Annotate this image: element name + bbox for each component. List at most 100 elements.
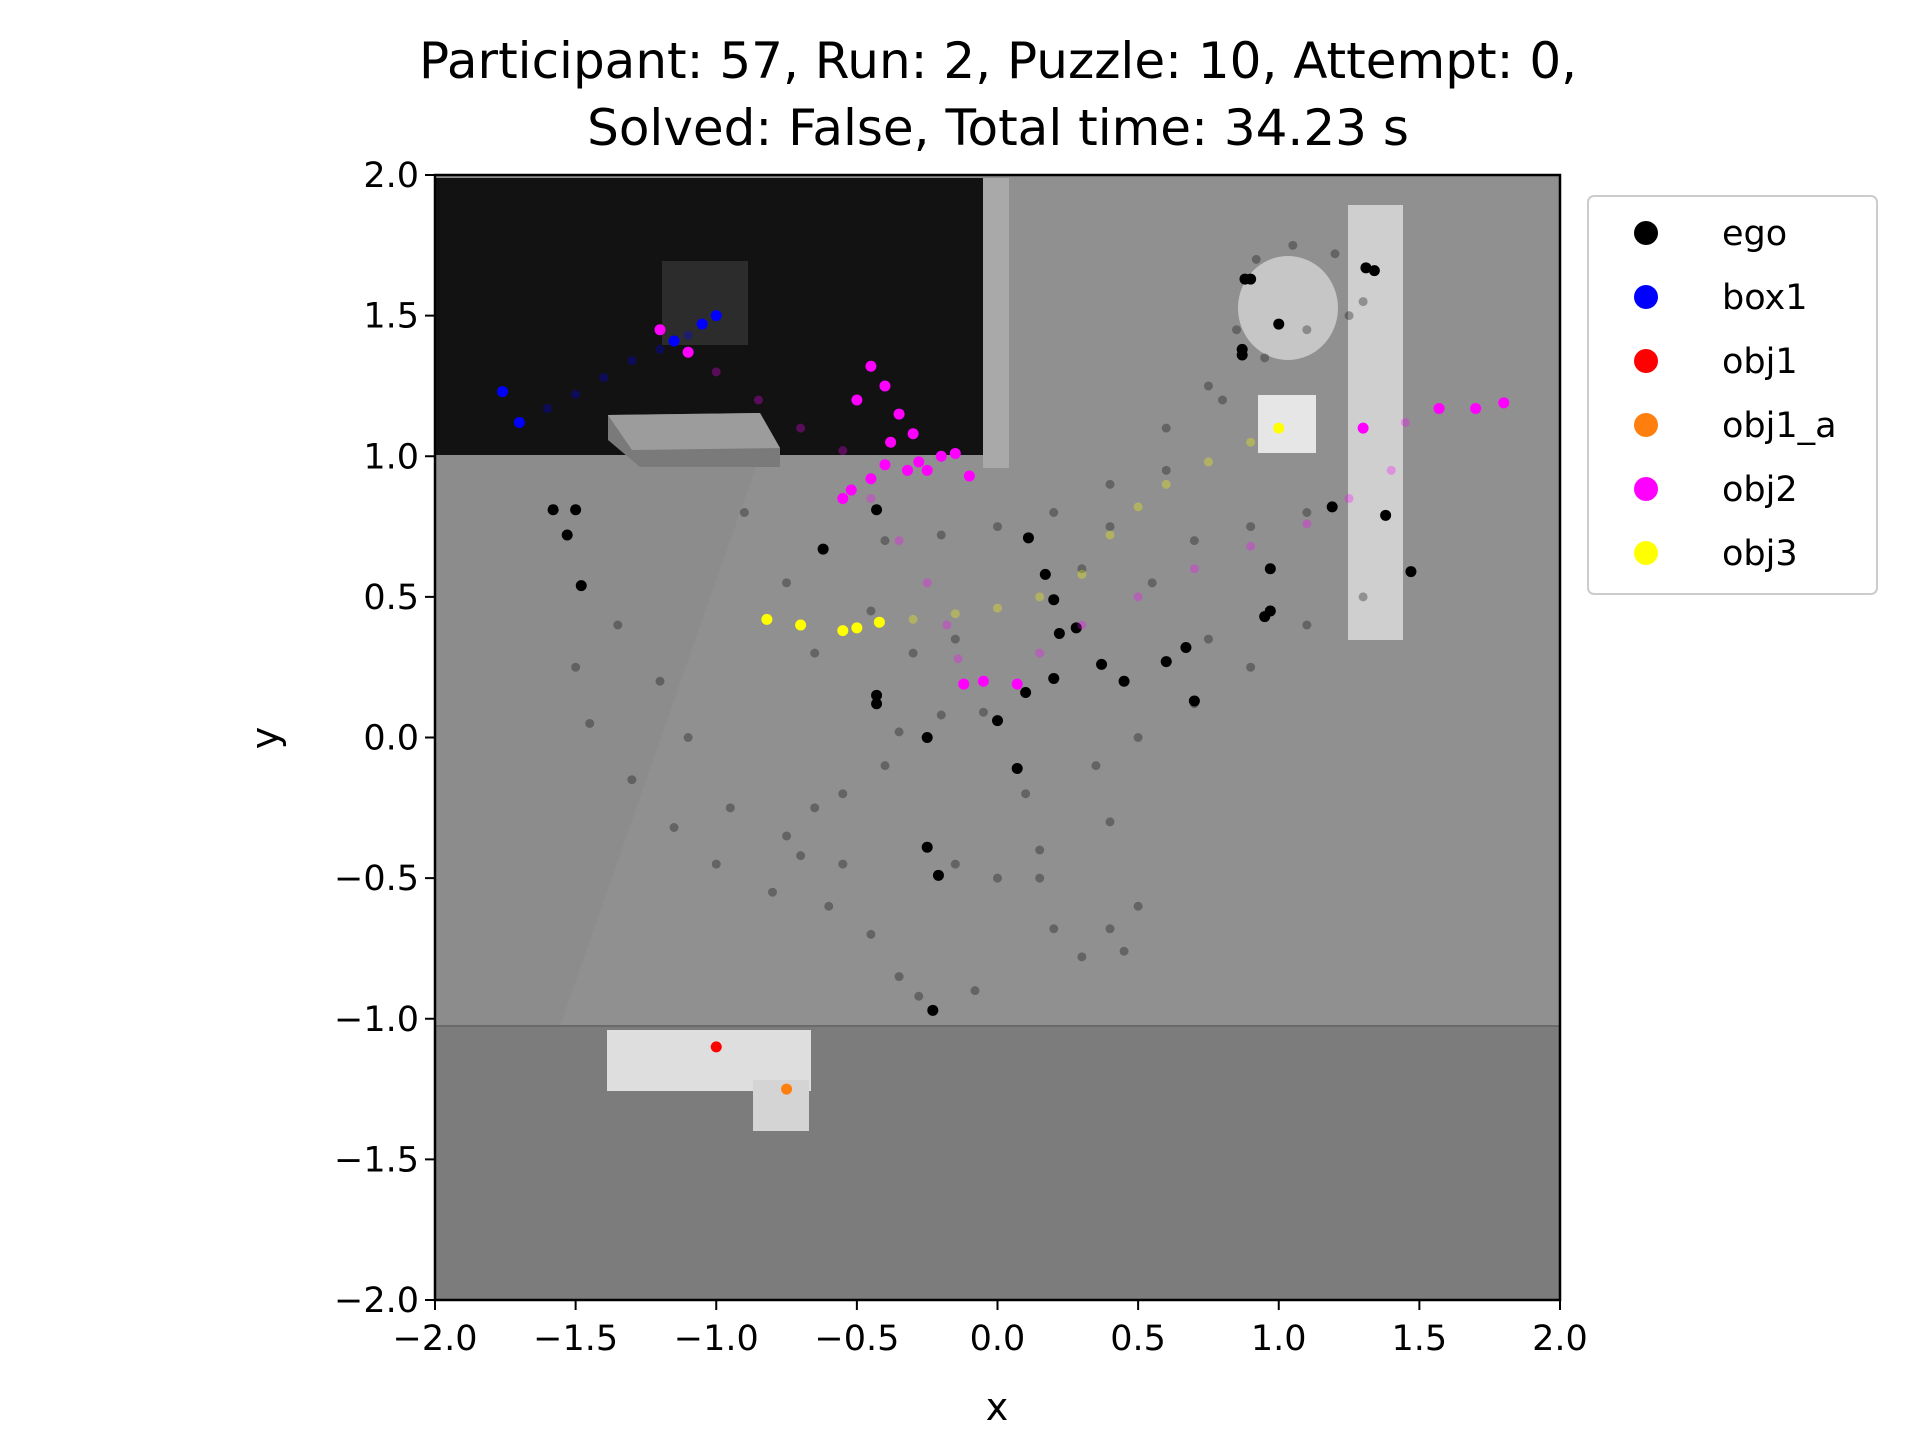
ego-point xyxy=(1022,532,1034,544)
obj2-point xyxy=(977,675,989,687)
ego-point xyxy=(1096,658,1108,670)
obj2-trail-point xyxy=(1246,541,1256,551)
obj2-point xyxy=(958,678,970,690)
obj3-trail-point xyxy=(950,609,960,619)
box1-point xyxy=(497,386,508,398)
ego-point xyxy=(1070,622,1082,634)
ego-trail-point xyxy=(1189,536,1199,546)
ego-trail-point xyxy=(1077,952,1087,962)
ego-trail-point xyxy=(782,831,792,841)
obj2-trail-point xyxy=(1133,592,1143,602)
obj2-point xyxy=(1011,678,1023,690)
obj3-trail-point xyxy=(908,614,918,624)
obj2-point xyxy=(682,346,694,358)
obj3-point xyxy=(851,622,863,634)
ego-point xyxy=(871,698,883,710)
obj2-point xyxy=(902,464,913,476)
obj2-trail-point xyxy=(1386,465,1396,475)
x-tick-label: −1.0 xyxy=(674,1319,759,1359)
ego-trail-point xyxy=(824,901,834,911)
ego-point xyxy=(921,732,933,743)
obj2-point xyxy=(865,473,877,485)
ego-trail-point xyxy=(1105,817,1115,827)
ego-point xyxy=(1188,695,1200,707)
ego-trail-point xyxy=(866,929,876,939)
ego-trail-point xyxy=(1105,522,1115,532)
x-tick-label: 0.0 xyxy=(970,1319,1026,1359)
ego-trail-point xyxy=(1232,325,1242,335)
legend-marker-ego xyxy=(1634,221,1658,245)
obj2-trail-point xyxy=(1035,648,1045,658)
obj3-trail-point xyxy=(1133,502,1143,512)
ego-trail-point xyxy=(1049,924,1059,934)
x-tick-label: 1.5 xyxy=(1392,1319,1448,1359)
ego-trail-point xyxy=(1105,924,1115,934)
obj2-trail-point xyxy=(922,578,932,588)
shelf-short xyxy=(753,1080,809,1131)
box1-trail-point xyxy=(627,356,637,366)
box1-trail-point xyxy=(655,344,665,354)
ego-trail-point xyxy=(627,775,637,785)
ego-point xyxy=(1020,687,1032,698)
ego-trail-point xyxy=(613,620,623,630)
y-axis-label: y xyxy=(243,727,287,750)
obj3-point xyxy=(795,619,807,631)
ego-point xyxy=(1039,568,1051,580)
x-tick-label: 0.5 xyxy=(1110,1319,1166,1359)
ego-trail-point xyxy=(1251,254,1261,264)
ego-trail-point xyxy=(1302,620,1312,630)
obj2-trail-point xyxy=(1400,418,1410,427)
x-axis-label: x xyxy=(986,1385,1009,1429)
ego-point xyxy=(570,504,582,516)
ego-trail-point xyxy=(1358,592,1368,602)
legend-label-obj1: obj1 xyxy=(1722,342,1798,382)
obj3-trail-point xyxy=(1246,437,1256,447)
obj2-point xyxy=(907,428,919,440)
obj2-trail-point xyxy=(753,395,763,405)
ego-trail-point xyxy=(1288,240,1298,250)
box1-trail-point xyxy=(683,330,693,340)
legend-marker-obj2 xyxy=(1634,477,1658,501)
box1-point xyxy=(513,417,525,428)
ego-trail-point xyxy=(669,823,679,832)
ego-point xyxy=(992,715,1003,727)
obj2-point xyxy=(865,360,877,372)
ego-trail-point xyxy=(950,859,960,869)
ego-trail-point xyxy=(1161,465,1171,475)
obj3-point xyxy=(1273,422,1285,434)
obj1-point xyxy=(710,1041,722,1053)
ego-point xyxy=(871,689,883,701)
ego-trail-point xyxy=(725,803,735,813)
wall-vertical xyxy=(983,178,1009,468)
legend-label-obj3: obj3 xyxy=(1722,534,1798,574)
small-cube xyxy=(1258,395,1316,453)
obj1_a-point xyxy=(781,1083,793,1095)
ego-trail-point xyxy=(936,710,946,720)
ego-trail-point xyxy=(1246,522,1256,532)
ego-trail-point xyxy=(1358,297,1368,307)
ego-trail-point xyxy=(1218,395,1227,405)
obj2-trail-point xyxy=(894,536,904,546)
obj2-trail-point xyxy=(866,493,876,503)
ego-trail-point xyxy=(880,536,890,546)
y-tick-label: 0.0 xyxy=(363,719,419,759)
obj2-trail-point xyxy=(1077,620,1087,630)
ego-point xyxy=(871,504,883,516)
obj2-trail-point xyxy=(796,423,806,433)
chart-title-line1: Participant: 57, Run: 2, Puzzle: 10, Att… xyxy=(419,32,1577,90)
box1-trail-point xyxy=(543,403,552,413)
ego-point xyxy=(1053,627,1065,639)
obj2-point xyxy=(879,380,891,392)
y-tick-label: −0.5 xyxy=(334,859,419,899)
box1-point xyxy=(710,310,722,322)
y-tick-label: −1.5 xyxy=(334,1140,419,1180)
box1-trail-point xyxy=(599,373,609,382)
x-tick-label: 2.0 xyxy=(1532,1319,1588,1359)
x-tick-label: −2.0 xyxy=(393,1319,478,1359)
ego-point xyxy=(1368,265,1380,277)
ego-point xyxy=(1180,642,1192,653)
ego-trail-point xyxy=(1091,761,1101,771)
ego-point xyxy=(817,543,829,555)
y-tick-label: 1.0 xyxy=(363,437,419,477)
